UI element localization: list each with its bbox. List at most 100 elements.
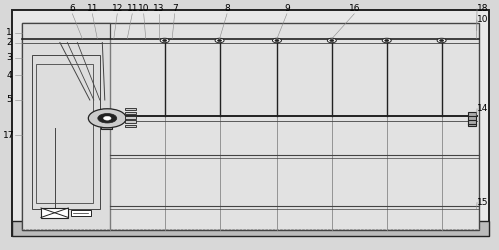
- Point: [25, 164, 33, 168]
- Point: [146, 58, 154, 62]
- Point: [180, 149, 188, 153]
- Point: [36, 91, 44, 95]
- Point: [96, 61, 104, 65]
- Point: [160, 28, 168, 32]
- Point: [198, 139, 206, 143]
- Point: [230, 116, 238, 119]
- Text: 6: 6: [69, 4, 75, 13]
- Point: [211, 168, 219, 172]
- Point: [453, 95, 461, 99]
- Point: [250, 116, 258, 120]
- Point: [42, 109, 50, 113]
- Point: [169, 39, 177, 43]
- Point: [368, 128, 376, 132]
- Point: [291, 222, 299, 226]
- Point: [25, 216, 33, 220]
- Point: [108, 206, 116, 210]
- Point: [74, 53, 82, 57]
- Point: [473, 201, 481, 205]
- Point: [242, 191, 250, 195]
- Point: [265, 91, 273, 95]
- Point: [281, 123, 289, 127]
- Point: [323, 201, 331, 205]
- Point: [424, 209, 432, 213]
- Point: [318, 27, 326, 31]
- Point: [102, 24, 110, 28]
- Point: [148, 106, 156, 110]
- Point: [403, 83, 411, 87]
- Point: [337, 78, 345, 82]
- Point: [229, 174, 237, 178]
- Point: [85, 97, 93, 101]
- Point: [191, 30, 199, 34]
- Point: [122, 83, 130, 87]
- Point: [381, 159, 389, 163]
- Point: [170, 195, 178, 199]
- Point: [58, 198, 66, 202]
- Point: [25, 192, 33, 196]
- Point: [83, 206, 91, 210]
- Point: [225, 216, 233, 220]
- Point: [455, 72, 463, 76]
- Point: [429, 151, 437, 155]
- Point: [236, 68, 244, 72]
- Point: [211, 72, 219, 76]
- Point: [173, 110, 181, 114]
- Point: [257, 48, 265, 52]
- Point: [313, 78, 321, 82]
- Point: [421, 77, 429, 81]
- Point: [450, 220, 458, 224]
- Point: [182, 215, 190, 219]
- Point: [168, 134, 176, 138]
- Point: [423, 23, 431, 27]
- Point: [463, 40, 471, 44]
- Point: [21, 170, 29, 173]
- Point: [228, 36, 236, 40]
- Point: [394, 182, 402, 186]
- Point: [437, 89, 445, 93]
- Point: [143, 200, 151, 204]
- Point: [279, 170, 287, 174]
- Point: [415, 140, 423, 144]
- Point: [273, 58, 281, 62]
- Point: [214, 62, 222, 66]
- Point: [318, 104, 326, 108]
- Point: [301, 167, 309, 171]
- Point: [152, 69, 160, 73]
- Point: [438, 45, 446, 49]
- Bar: [36, 64, 93, 202]
- Point: [95, 55, 103, 59]
- Point: [53, 70, 61, 74]
- Point: [94, 184, 102, 188]
- Point: [415, 163, 423, 167]
- Point: [219, 171, 227, 175]
- Point: [371, 132, 379, 136]
- Point: [317, 68, 325, 72]
- Point: [406, 179, 414, 183]
- Point: [124, 149, 132, 153]
- Point: [448, 27, 456, 31]
- Point: [73, 83, 81, 87]
- Point: [94, 117, 102, 121]
- Point: [164, 156, 172, 160]
- Point: [55, 23, 63, 27]
- Point: [408, 171, 416, 175]
- Point: [42, 100, 50, 104]
- Point: [337, 180, 345, 184]
- Point: [374, 207, 382, 211]
- Bar: [32, 55, 100, 209]
- Point: [241, 173, 249, 177]
- Point: [103, 126, 111, 130]
- Point: [40, 28, 48, 32]
- Point: [330, 103, 338, 107]
- Circle shape: [385, 40, 389, 42]
- Point: [179, 84, 187, 88]
- Bar: [101, 115, 112, 129]
- Point: [208, 154, 216, 158]
- Point: [355, 54, 363, 58]
- Point: [257, 219, 265, 223]
- Point: [57, 50, 65, 54]
- Point: [289, 122, 297, 126]
- Point: [296, 75, 304, 79]
- Circle shape: [103, 116, 111, 120]
